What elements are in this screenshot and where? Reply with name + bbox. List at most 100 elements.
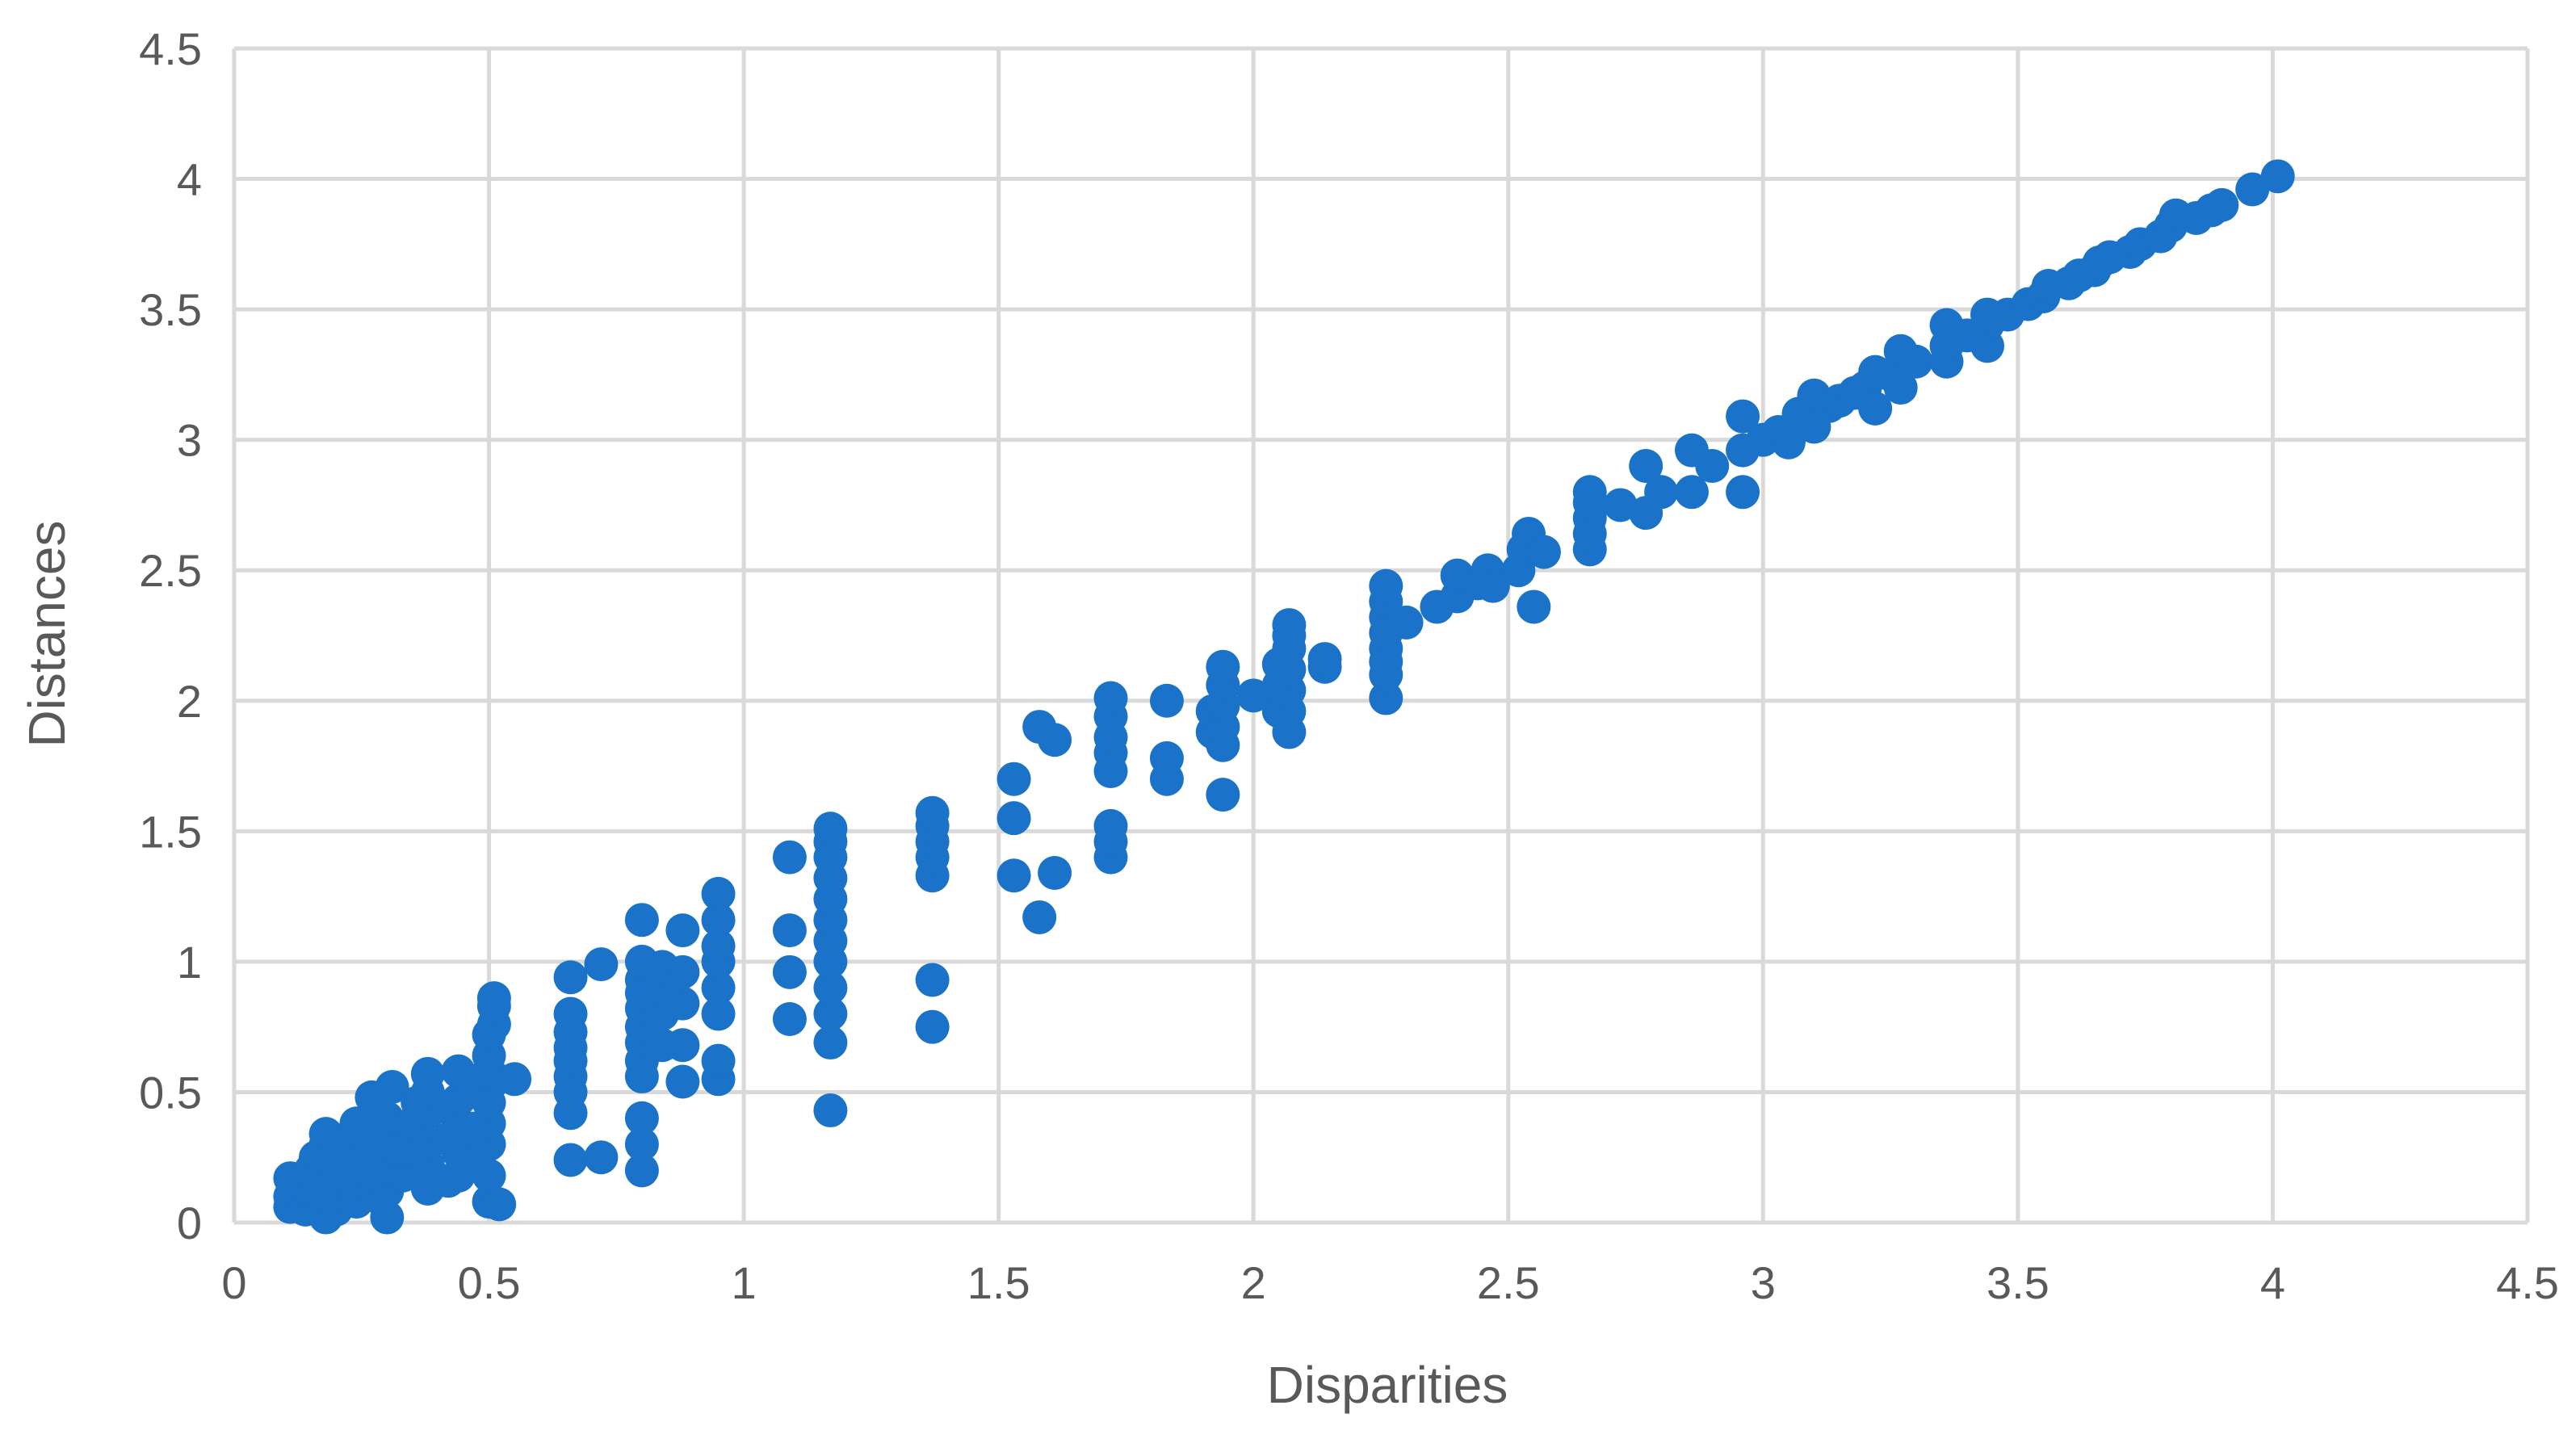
data-point xyxy=(476,981,511,1016)
data-point xyxy=(772,1001,807,1036)
y-tick-label: 0.5 xyxy=(139,1067,202,1118)
data-point xyxy=(701,996,736,1031)
y-tick-label: 4 xyxy=(177,154,202,205)
data-point xyxy=(772,954,807,989)
x-tick-label: 1.5 xyxy=(967,1257,1030,1308)
data-point xyxy=(665,1064,700,1099)
data-point xyxy=(1858,391,1893,426)
x-tick-label: 3.5 xyxy=(1987,1257,2049,1308)
data-point xyxy=(584,1140,619,1175)
data-point xyxy=(385,1158,420,1193)
y-tick-label: 3.5 xyxy=(139,284,202,335)
data-point xyxy=(1726,475,1760,510)
data-point xyxy=(584,947,619,982)
data-point xyxy=(624,1101,659,1135)
y-tick-label: 2 xyxy=(177,676,202,727)
x-axis-tick-labels: 0 0.5 1 1.5 2 2.5 3 3.5 4 4.5 xyxy=(221,1257,2559,1308)
data-point xyxy=(701,929,736,963)
data-point xyxy=(482,1187,517,1222)
data-point xyxy=(624,1127,659,1162)
data-point xyxy=(1572,475,1607,510)
x-tick-label: 2 xyxy=(1241,1257,1266,1308)
data-point xyxy=(553,1143,588,1177)
data-point xyxy=(1695,448,1730,483)
data-point xyxy=(375,1069,409,1104)
data-point xyxy=(701,903,736,938)
data-point xyxy=(1603,488,1638,522)
data-point xyxy=(2205,187,2239,222)
data-point xyxy=(701,1043,736,1078)
data-point xyxy=(2235,172,2270,207)
y-axis-tick-labels: 0 0.5 1 1.5 2 2.5 3 3.5 4 4.5 xyxy=(139,23,202,1248)
y-tick-label: 4.5 xyxy=(139,23,202,74)
data-point xyxy=(772,913,807,948)
data-point xyxy=(385,1132,420,1167)
data-point xyxy=(701,971,736,1005)
data-point xyxy=(1022,900,1057,934)
data-point xyxy=(624,1153,659,1188)
data-point xyxy=(813,1093,848,1128)
y-axis-title: Distances xyxy=(18,521,76,748)
data-point xyxy=(1389,605,1424,640)
x-tick-label: 3 xyxy=(1751,1257,1776,1308)
data-point xyxy=(370,1200,405,1235)
data-point xyxy=(665,954,700,989)
x-tick-label: 4 xyxy=(2260,1257,2285,1308)
data-point xyxy=(1883,371,1918,405)
x-tick-label: 2.5 xyxy=(1477,1257,1540,1308)
data-point xyxy=(1674,475,1709,510)
data-point xyxy=(813,812,848,846)
data-point xyxy=(1206,778,1240,812)
data-point xyxy=(1644,475,1679,510)
data-point xyxy=(1038,856,1072,891)
y-tick-label: 1 xyxy=(177,937,202,988)
data-point xyxy=(665,913,700,948)
data-point xyxy=(772,840,807,875)
data-point xyxy=(1236,678,1271,713)
x-tick-label: 1 xyxy=(732,1257,757,1308)
data-point xyxy=(915,795,950,830)
data-point xyxy=(1149,683,1184,718)
data-point xyxy=(996,801,1031,836)
data-point xyxy=(665,1028,700,1063)
x-tick-label: 0.5 xyxy=(458,1257,521,1308)
data-point xyxy=(410,1056,445,1091)
data-point xyxy=(996,761,1031,796)
data-point xyxy=(1206,649,1240,684)
data-point xyxy=(1307,642,1342,677)
data-point xyxy=(996,858,1031,893)
data-point xyxy=(1475,568,1510,603)
data-point xyxy=(1149,740,1184,775)
data-point xyxy=(915,1009,950,1044)
x-tick-label: 4.5 xyxy=(2496,1257,2559,1308)
data-point xyxy=(915,963,950,997)
data-point xyxy=(370,1101,405,1135)
data-point xyxy=(665,986,700,1021)
y-tick-label: 3 xyxy=(177,415,202,466)
y-tick-label: 1.5 xyxy=(139,806,202,857)
data-point xyxy=(1517,589,1551,624)
data-point xyxy=(472,1158,506,1193)
data-point xyxy=(1093,808,1128,843)
data-point xyxy=(497,1062,532,1097)
data-point xyxy=(1093,681,1128,715)
data-point xyxy=(624,903,659,938)
data-point xyxy=(1369,681,1403,715)
data-point xyxy=(1726,399,1760,434)
data-point xyxy=(1526,535,1561,569)
data-point xyxy=(1038,723,1072,757)
y-tick-label: 2.5 xyxy=(139,545,202,596)
data-point xyxy=(1898,344,1933,379)
data-point xyxy=(2260,159,2295,194)
data-point xyxy=(553,960,588,995)
data-point xyxy=(1629,448,1663,483)
data-point xyxy=(1369,568,1403,603)
data-point xyxy=(813,1026,848,1060)
data-point xyxy=(813,996,848,1031)
data-points xyxy=(273,159,2295,1235)
data-point xyxy=(1272,608,1307,643)
data-point xyxy=(701,876,736,911)
data-point xyxy=(813,971,848,1005)
